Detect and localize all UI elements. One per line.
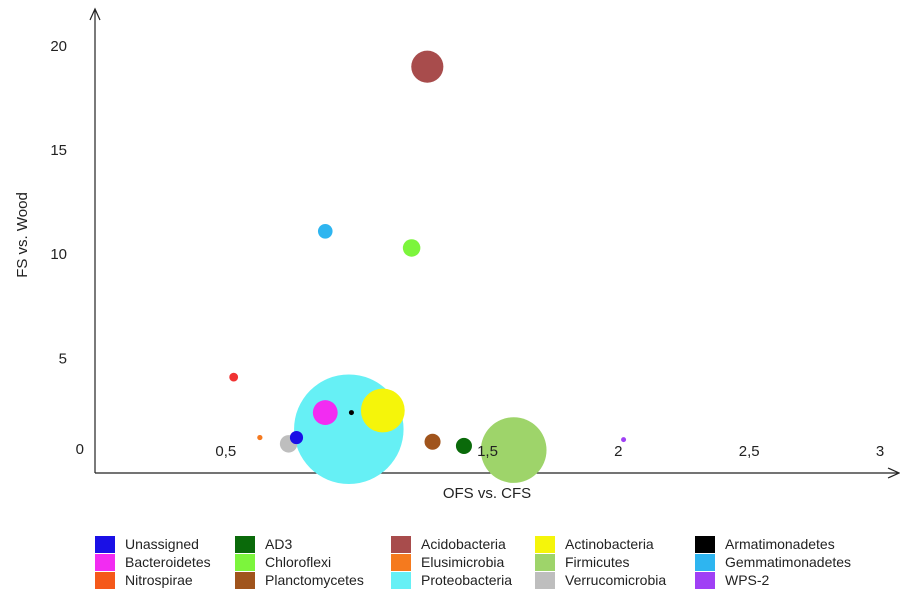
legend-label: WPS-2 — [725, 572, 770, 588]
y-tick-label: 20 — [50, 38, 67, 55]
x-tick-label: 0,5 — [215, 443, 236, 460]
legend: Unassigned Bacteroidetes Nitrospirae AD3 Chl… — [95, 535, 895, 590]
bubble-armatimonadetes — [348, 410, 354, 416]
legend-column: Actinobacteria Firmicutes Verrucomicrobia — [535, 535, 666, 589]
bubble-bacteroidetes — [312, 400, 338, 425]
legend-label: Acidobacteria — [421, 536, 506, 552]
legend-item: Unassigned — [95, 535, 211, 553]
x-tick-label: 2 — [614, 443, 622, 460]
legend-label: Actinobacteria — [565, 536, 654, 552]
y-axis-label: FS vs. Wood — [14, 192, 31, 278]
legend-swatch — [391, 571, 411, 589]
legend-label: Nitrospirae — [125, 572, 193, 588]
legend-swatch — [95, 535, 115, 553]
legend-item: Chloroflexi — [235, 553, 364, 571]
tick-labels: 0,5 1,5 2 2,5 3 0 5 10 15 20 — [50, 38, 884, 460]
legend-swatch — [535, 535, 555, 553]
legend-swatch — [695, 535, 715, 553]
legend-label: Planctomycetes — [265, 572, 364, 588]
legend-column: Unassigned Bacteroidetes Nitrospirae — [95, 535, 211, 589]
legend-swatch — [391, 535, 411, 553]
legend-item: Gemmatimonadetes — [695, 553, 851, 571]
legend-label: Chloroflexi — [265, 554, 332, 570]
x-tick-label: 1,5 — [477, 443, 498, 460]
legend-label: Armatimonadetes — [725, 536, 835, 552]
y-axis-arrow — [89, 7, 101, 21]
y-tick-label: 10 — [50, 246, 67, 263]
x-axis-label: OFS vs. CFS — [443, 485, 531, 502]
legend-swatch — [695, 571, 715, 589]
bubble-ad3 — [455, 437, 472, 454]
x-axis-arrow — [887, 467, 900, 479]
legend-swatch — [235, 553, 255, 571]
legend-item: Acidobacteria — [391, 535, 512, 553]
legend-label: Firmicutes — [565, 554, 630, 570]
legend-label: Elusimicrobia — [421, 554, 505, 570]
legend-item: Armatimonadetes — [695, 535, 851, 553]
y-tick-label: 0 — [76, 441, 84, 458]
legend-label: Bacteroidetes — [125, 554, 211, 570]
bubble-planctomycetes — [424, 433, 441, 450]
legend-item: Verrucomicrobia — [535, 571, 666, 589]
legend-swatch — [95, 571, 115, 589]
legend-swatch — [95, 553, 115, 571]
legend-item: Planctomycetes — [235, 571, 364, 589]
y-tick-label: 5 — [59, 350, 67, 367]
legend-item: Nitrospirae — [95, 571, 211, 589]
bubble-chart: 0,5 1,5 2 2,5 3 0 5 10 15 20 OFS vs. CFS FS vs. W… — [14, 7, 900, 502]
bubble-chloroflexi — [402, 239, 421, 257]
legend-item: Proteobacteria — [391, 571, 512, 589]
legend-column: Armatimonadetes Gemmatimonadetes WPS-2 — [695, 535, 851, 589]
bubbles — [229, 50, 627, 484]
bubble-acidobacteria — [411, 50, 444, 83]
bubble-elusimicrobia — [257, 435, 263, 441]
legend-swatch — [235, 535, 255, 553]
legend-column: AD3 Chloroflexi Planctomycetes — [235, 535, 364, 589]
bubble-unlabeled — [229, 372, 239, 382]
legend-swatch — [235, 571, 255, 589]
legend-swatch — [535, 571, 555, 589]
y-tick-label: 15 — [50, 142, 67, 159]
x-tick-label: 2,5 — [739, 443, 760, 460]
legend-item: Firmicutes — [535, 553, 666, 571]
bubble-actinobacteria — [360, 388, 405, 433]
legend-column: Acidobacteria Elusimicrobia Proteobacteria — [391, 535, 512, 589]
bubble-unassigned — [289, 431, 304, 445]
legend-item: WPS-2 — [695, 571, 851, 589]
legend-item: AD3 — [235, 535, 364, 553]
legend-item: Bacteroidetes — [95, 553, 211, 571]
legend-swatch — [695, 553, 715, 571]
legend-label: Proteobacteria — [421, 572, 513, 588]
bubble-firmicutes — [480, 417, 547, 483]
legend-item: Actinobacteria — [535, 535, 666, 553]
legend-label: AD3 — [265, 536, 293, 552]
legend-label: Unassigned — [125, 536, 199, 552]
legend-item: Elusimicrobia — [391, 553, 512, 571]
legend-label: Gemmatimonadetes — [725, 554, 852, 570]
legend-label: Verrucomicrobia — [565, 572, 667, 588]
bubble-gemmatimonadetes — [317, 223, 333, 239]
legend-swatch — [391, 553, 411, 571]
bubble-wps-2 — [621, 437, 627, 443]
legend-swatch — [535, 553, 555, 571]
axes — [89, 7, 900, 479]
x-tick-label: 3 — [876, 443, 884, 460]
